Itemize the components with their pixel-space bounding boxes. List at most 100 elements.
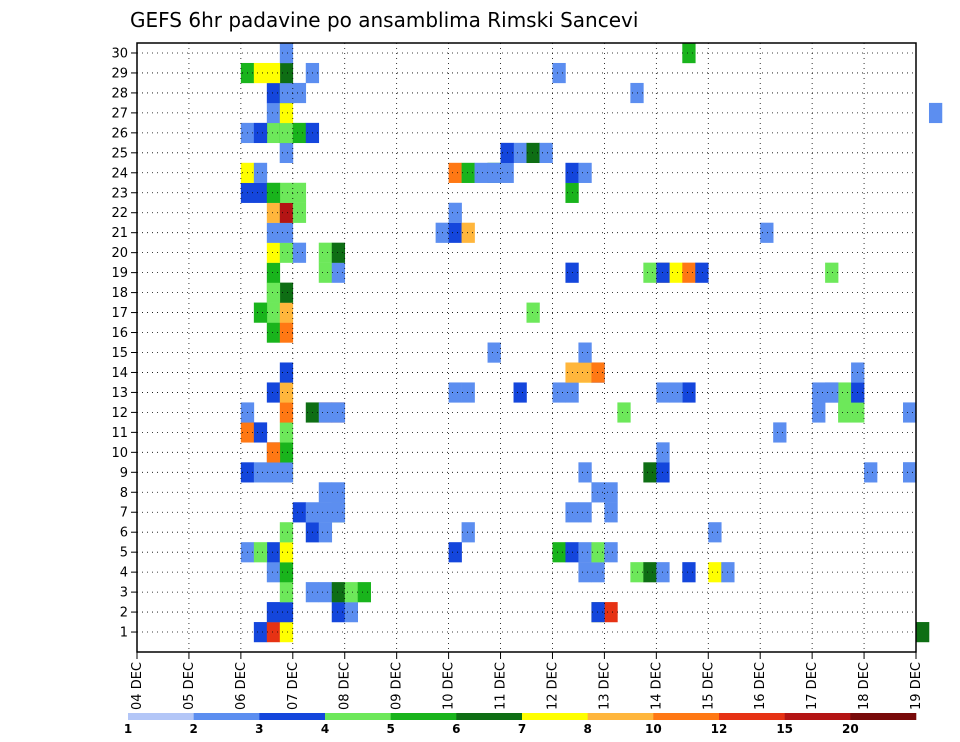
heatmap-cell: [266, 622, 281, 643]
heatmap-cell: [318, 402, 333, 423]
heatmap-cell: [695, 262, 709, 283]
x-tick-label: 10 DEC: [442, 662, 457, 710]
colorbar-swatch: [784, 713, 851, 720]
colorbar-tick-label: 20: [842, 722, 859, 736]
heatmap-cell: [279, 442, 294, 463]
colorbar-tick-label: 2: [189, 722, 197, 736]
y-axis: 1234567891011121314151617181920212223242…: [111, 46, 137, 641]
heatmap-cell: [266, 262, 281, 283]
heatmap-cell: [487, 162, 501, 183]
y-tick-label: 30: [111, 46, 128, 61]
y-tick-label: 22: [111, 206, 128, 221]
heatmap-cell: [318, 582, 333, 603]
colorbar-tick-label: 3: [255, 722, 263, 736]
heatmap-cell: [266, 242, 281, 263]
colorbar-swatch: [719, 713, 785, 720]
heatmap-cell: [279, 602, 294, 623]
y-tick-label: 20: [111, 246, 128, 261]
heatmap-cell: [708, 562, 722, 583]
y-tick-label: 6: [120, 526, 128, 541]
y-tick-label: 4: [120, 566, 128, 581]
heatmap-cell: [266, 122, 281, 144]
x-tick-label: 04 DEC: [130, 662, 145, 710]
x-tick-label: 19 DEC: [909, 662, 924, 710]
heatmap-cell: [292, 182, 307, 203]
heatmap-cell: [266, 222, 281, 243]
y-tick-label: 28: [111, 86, 128, 101]
heatmap-cells: [240, 43, 943, 643]
colorbar-swatch: [522, 713, 588, 720]
heatmap-cell: [591, 562, 605, 583]
heatmap-cell: [318, 262, 333, 283]
heatmap-cell: [812, 382, 826, 403]
heatmap-cell: [279, 142, 294, 164]
colorbar-tick-label: 12: [711, 722, 728, 736]
heatmap-cell: [578, 502, 592, 523]
heatmap-cell: [331, 502, 346, 523]
chart-title: GEFS 6hr padavine po ansamblima Rimski S…: [130, 8, 638, 32]
heatmap-cell: [864, 462, 878, 483]
heatmap-cell: [682, 43, 696, 64]
heatmap-cell: [279, 322, 294, 343]
heatmap-cell: [331, 242, 346, 263]
colorbar-tick-label: 8: [583, 722, 591, 736]
heatmap-cell: [266, 82, 281, 104]
y-tick-label: 16: [111, 326, 128, 341]
heatmap-cell: [604, 602, 618, 623]
heatmap-cell: [643, 262, 657, 283]
heatmap-cell: [279, 102, 294, 124]
heatmap-cell: [669, 382, 683, 403]
heatmap-cell: [578, 462, 592, 483]
y-tick-label: 12: [111, 406, 128, 421]
heatmap-cell: [266, 282, 281, 303]
heatmap-cell: [318, 242, 333, 263]
y-tick-label: 8: [120, 486, 128, 501]
y-tick-label: 1: [120, 626, 128, 641]
y-tick-label: 3: [120, 586, 128, 601]
y-tick-label: 19: [111, 266, 128, 281]
heatmap-cell: [448, 222, 462, 243]
x-tick-label: 09 DEC: [390, 662, 405, 710]
heatmap-cell: [461, 522, 475, 543]
y-tick-label: 27: [111, 106, 128, 121]
heatmap-cell: [344, 582, 359, 603]
heatmap-cell: [279, 222, 294, 243]
heatmap-cell: [903, 402, 917, 423]
heatmap-cell: [266, 382, 281, 403]
x-tick-label: 15 DEC: [701, 662, 716, 710]
x-tick-label: 14 DEC: [649, 662, 664, 710]
heatmap-cell: [916, 622, 930, 643]
y-tick-label: 25: [111, 146, 128, 161]
heatmap-cell: [708, 522, 722, 543]
heatmap-cell: [331, 402, 346, 423]
y-tick-label: 23: [111, 186, 128, 201]
y-tick-label: 14: [111, 366, 128, 381]
heatmap-cell: [825, 262, 839, 283]
colorbar-tick-label: 6: [452, 722, 460, 736]
y-tick-label: 15: [111, 346, 128, 361]
colorbar-swatch: [850, 713, 917, 720]
heatmap-cell: [266, 322, 281, 343]
heatmap-cell: [539, 142, 553, 164]
x-tick-label: 07 DEC: [286, 662, 301, 710]
heatmap-cell: [591, 482, 605, 503]
heatmap-cell: [513, 142, 527, 164]
y-tick-label: 21: [111, 226, 128, 241]
heatmap-cell: [604, 542, 618, 563]
heatmap-cell: [279, 622, 294, 643]
heatmap-cell: [461, 382, 475, 403]
heatmap-cell: [266, 202, 281, 223]
x-tick-label: 06 DEC: [234, 662, 249, 710]
heatmap-cell: [253, 542, 268, 563]
heatmap-cell: [773, 422, 787, 443]
colorbar-swatch: [456, 713, 523, 720]
y-tick-label: 26: [111, 126, 128, 141]
heatmap-cell: [266, 602, 281, 623]
colorbar-tick-label: 4: [321, 722, 329, 736]
y-tick-label: 2: [120, 606, 128, 621]
heatmap-cell: [331, 262, 346, 283]
heatmap-cell: [487, 342, 501, 363]
heatmap-cell: [279, 562, 294, 583]
heatmap-cell: [604, 482, 618, 503]
